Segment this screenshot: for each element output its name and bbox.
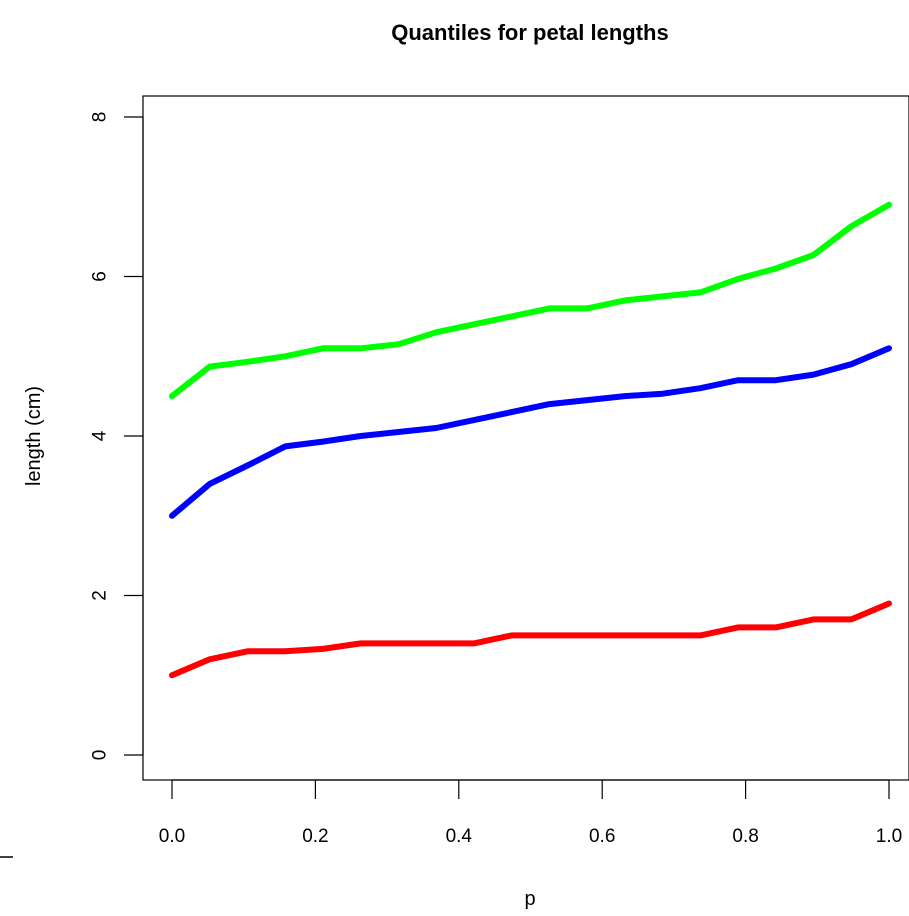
x-tick-label: 0.8: [732, 826, 758, 847]
y-tick-label: 4: [90, 430, 111, 441]
y-tick-label: 8: [90, 112, 111, 123]
y-tick-label: 6: [90, 271, 111, 282]
series-line-0: [169, 201, 892, 400]
x-tick-label: 0.4: [446, 826, 473, 847]
y-tick-label: 0: [90, 750, 111, 761]
plot-frame: [142, 95, 909, 781]
series-line-2: [169, 600, 892, 679]
y-axis: 0 2 4 6 8: [90, 112, 144, 761]
y-axis-label: length (cm): [23, 386, 45, 486]
series-line-1: [169, 345, 892, 519]
x-axis: 0.0 0.2 0.4 0.6 0.8 1.0: [159, 779, 902, 847]
x-tick-label: 0.0: [159, 826, 185, 847]
x-tick-label: 0.2: [302, 826, 328, 847]
x-axis-label: p: [524, 888, 535, 910]
y-tick-label: 2: [90, 590, 111, 601]
series-layer: [169, 201, 892, 679]
chart-title: Quantiles for petal lengths: [391, 20, 668, 45]
x-tick-label: 1.0: [876, 826, 902, 847]
x-tick-label: 0.6: [589, 826, 615, 847]
